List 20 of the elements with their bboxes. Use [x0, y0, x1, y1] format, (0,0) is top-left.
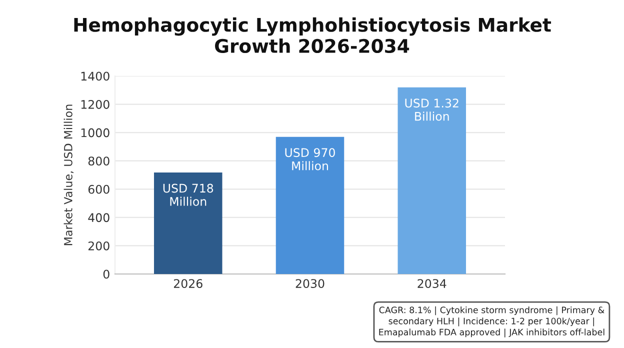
data-label: USD 1.32 Billion [405, 98, 458, 121]
y-tick-label: 800 [88, 156, 110, 166]
data-label: USD 970 Million [285, 148, 335, 170]
x-tick-label: 2030 [296, 279, 324, 288]
x-tick-label: 2034 [418, 279, 446, 288]
y-tick-label: 0 [103, 270, 110, 279]
y-tick-label: 200 [88, 241, 110, 250]
x-tick-label: 2026 [174, 279, 202, 288]
y-tick-label: 600 [88, 184, 110, 194]
bar [276, 136, 344, 274]
y-tick-label: 1400 [81, 72, 110, 81]
bar [398, 87, 466, 274]
y-tick-label: 1000 [81, 128, 110, 138]
y-axis-title: Market Value, USD Million [64, 104, 74, 246]
text: CAGR: 8.1% | Cytokine storm syndrome | Primary & secondary HLH | Incidence: 1-2 per 100k/year | Emapalumab FDA approved | JAK inhibitors off-label [379, 306, 604, 338]
y-tick-label: 1200 [81, 100, 110, 109]
y-tick-label: 400 [88, 213, 110, 222]
chart-title: Hemophagocytic Lymphohistiocytosis Market Growth 2026-2034 [74, 17, 552, 54]
data-label: USD 718 Million [163, 184, 214, 206]
bar [154, 172, 222, 274]
